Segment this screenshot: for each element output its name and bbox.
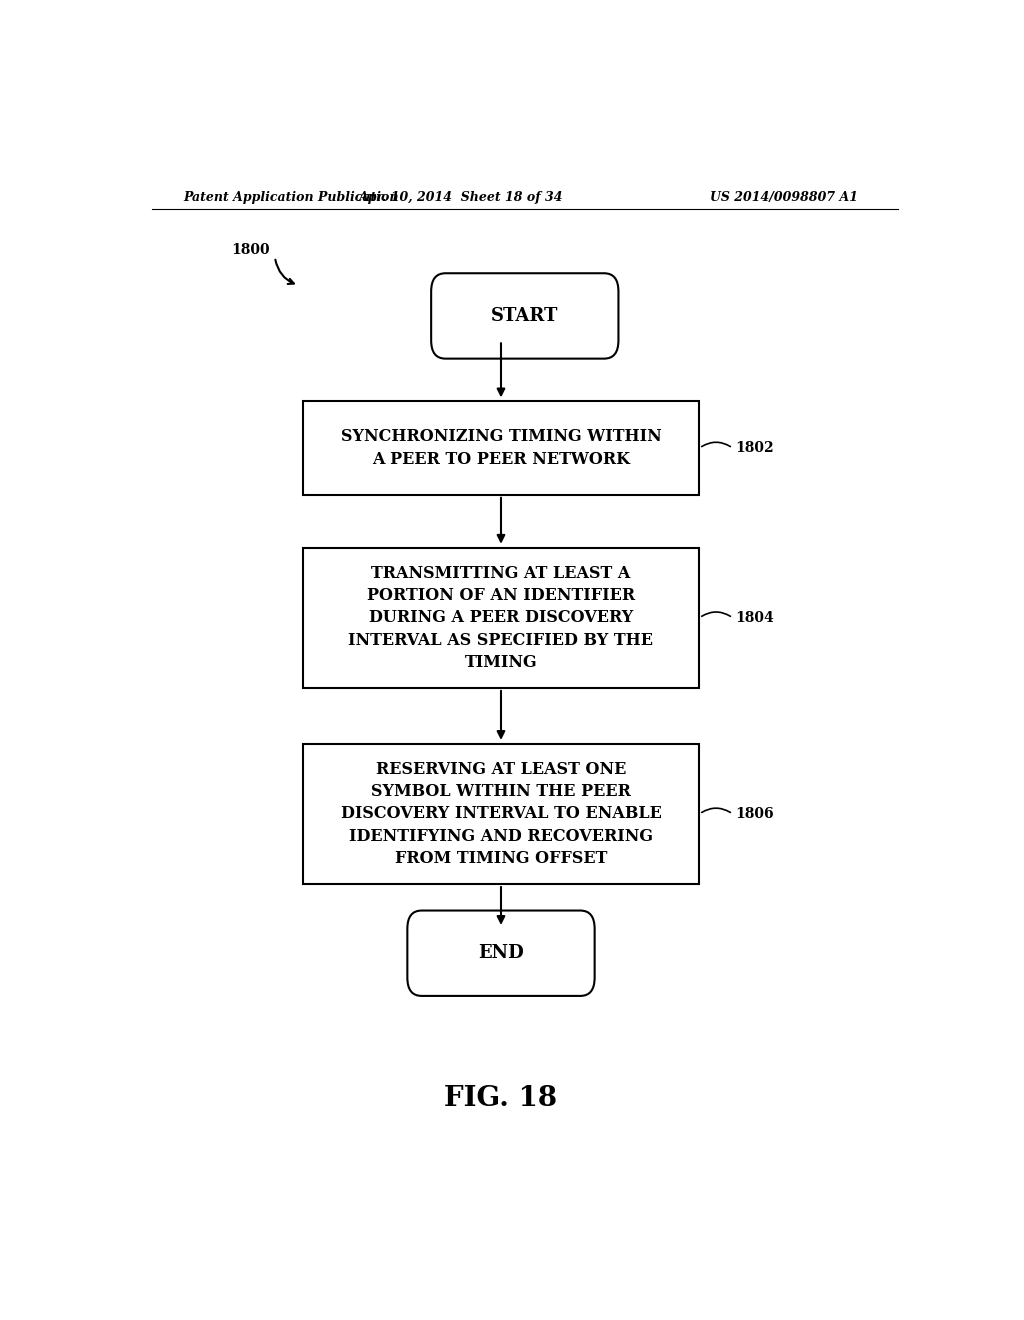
- FancyBboxPatch shape: [408, 911, 595, 995]
- Bar: [303, 744, 699, 884]
- Text: TRANSMITTING AT LEAST A
PORTION OF AN IDENTIFIER
DURING A PEER DISCOVERY
INTERVA: TRANSMITTING AT LEAST A PORTION OF AN ID…: [348, 565, 653, 671]
- Text: 1802: 1802: [735, 441, 774, 455]
- Text: RESERVING AT LEAST ONE
SYMBOL WITHIN THE PEER
DISCOVERY INTERVAL TO ENABLE
IDENT: RESERVING AT LEAST ONE SYMBOL WITHIN THE…: [341, 762, 662, 867]
- Text: SYNCHRONIZING TIMING WITHIN
A PEER TO PEER NETWORK: SYNCHRONIZING TIMING WITHIN A PEER TO PE…: [341, 429, 662, 467]
- Text: END: END: [478, 944, 524, 962]
- Text: FIG. 18: FIG. 18: [444, 1085, 557, 1111]
- Text: Patent Application Publication: Patent Application Publication: [183, 190, 399, 203]
- Bar: [303, 401, 699, 495]
- FancyBboxPatch shape: [431, 273, 618, 359]
- Bar: [303, 548, 699, 688]
- Text: 1804: 1804: [735, 611, 774, 624]
- Text: US 2014/0098807 A1: US 2014/0098807 A1: [710, 190, 858, 203]
- Text: START: START: [492, 308, 558, 325]
- Text: 1800: 1800: [231, 243, 269, 257]
- Text: 1806: 1806: [735, 807, 774, 821]
- Text: Apr. 10, 2014  Sheet 18 of 34: Apr. 10, 2014 Sheet 18 of 34: [359, 190, 563, 203]
